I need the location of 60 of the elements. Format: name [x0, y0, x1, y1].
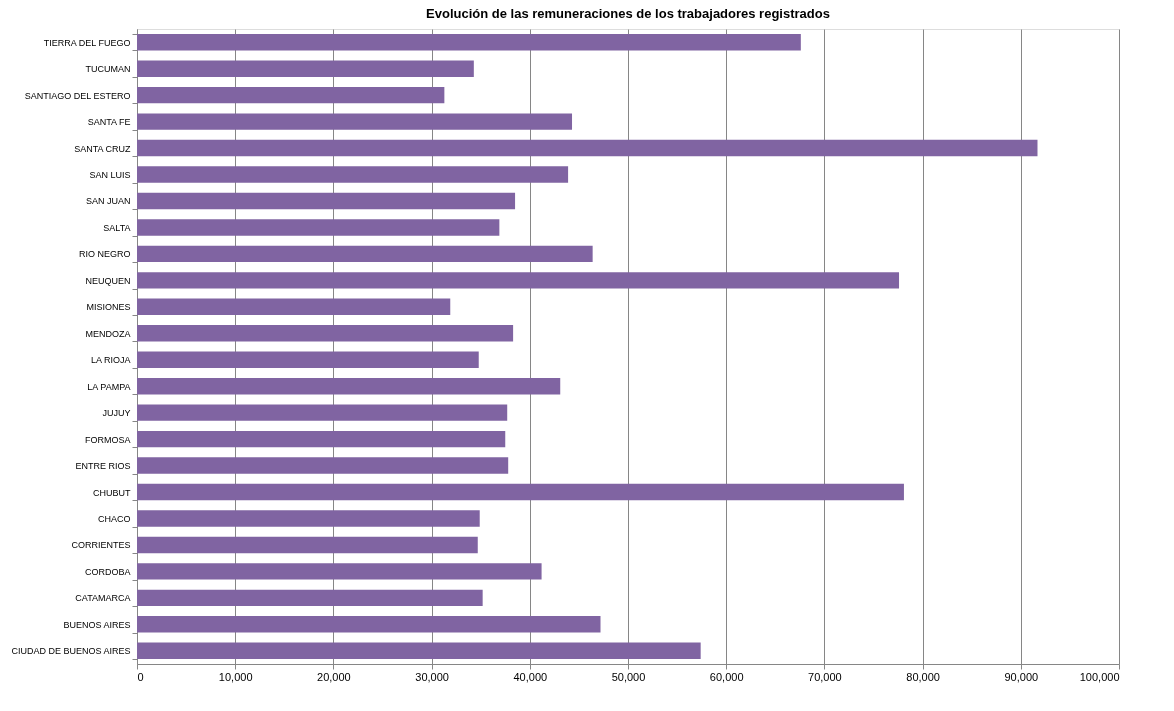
bar — [137, 298, 451, 316]
x-tick-label: 30,000 — [415, 670, 449, 683]
bar — [137, 325, 514, 342]
y-tick-label: CIUDAD DE BUENOS AIRES — [11, 646, 131, 657]
y-tick-label: RIO NEGRO — [78, 249, 131, 260]
bar — [137, 404, 508, 421]
y-tick-label: LA PAMPA — [87, 381, 131, 392]
y-tick-label: SAN LUIS — [89, 170, 131, 181]
x-tick-label: 80,000 — [906, 670, 940, 683]
y-tick-label: SANTIAGO DEL ESTERO — [24, 90, 131, 101]
bar — [137, 563, 542, 580]
bar — [137, 60, 474, 77]
y-tick-label: JUJUY — [102, 408, 131, 419]
x-tick-label: 60,000 — [709, 670, 744, 683]
x-tick-label: 0 — [137, 670, 144, 683]
y-tick-label: SANTA FE — [87, 117, 131, 128]
bar — [137, 245, 593, 263]
x-tick-label: 50,000 — [611, 670, 646, 683]
x-tick-label: 70,000 — [808, 670, 842, 683]
y-tick-label: FORMOSA — [84, 434, 131, 445]
bar — [137, 616, 601, 633]
y-tick-label: TUCUMAN — [85, 64, 131, 75]
bar — [137, 351, 479, 368]
bar — [137, 483, 904, 501]
y-tick-label: CORDOBA — [84, 566, 131, 577]
y-tick-label: SALTA — [103, 222, 131, 233]
y-tick-label: ENTRE RIOS — [75, 461, 131, 472]
y-tick-label: LA RIOJA — [90, 355, 131, 366]
y-tick-label: CHUBUT — [93, 487, 131, 498]
y-tick-label: CHACO — [97, 513, 131, 524]
y-tick-label: CATAMARCA — [75, 593, 131, 604]
y-tick-label: NEUQUEN — [85, 275, 131, 286]
bar — [137, 642, 701, 659]
bar — [137, 139, 1038, 157]
bar — [137, 589, 483, 607]
y-tick-label: TIERRA DEL FUEGO — [43, 37, 131, 48]
bar — [137, 219, 500, 236]
x-tick-label: 100,000 — [1079, 670, 1120, 683]
bar — [137, 510, 480, 527]
bar — [137, 34, 801, 51]
bar — [137, 377, 561, 395]
bar — [137, 192, 516, 210]
x-tick-label: 20,000 — [317, 670, 351, 683]
y-tick-label: MISIONES — [86, 302, 131, 313]
bar — [137, 430, 506, 448]
y-tick-label: BUENOS AIRES — [63, 619, 131, 630]
x-tick-label: 40,000 — [513, 670, 548, 683]
y-tick-label: SAN JUAN — [85, 196, 131, 207]
bar — [137, 536, 478, 554]
chart-title: Evolución de las remuneraciones de los trabajadores registrados — [426, 6, 830, 21]
x-tick-label: 90,000 — [1004, 670, 1039, 683]
bar — [137, 166, 569, 183]
bar — [137, 457, 509, 474]
y-tick-label: CORRIENTES — [71, 540, 131, 551]
bar — [137, 86, 445, 104]
bar — [137, 272, 900, 289]
y-tick-label: SANTA CRUZ — [74, 143, 131, 154]
bar — [137, 113, 573, 130]
y-tick-label: MENDOZA — [85, 328, 131, 339]
x-tick-label: 10,000 — [218, 670, 253, 683]
